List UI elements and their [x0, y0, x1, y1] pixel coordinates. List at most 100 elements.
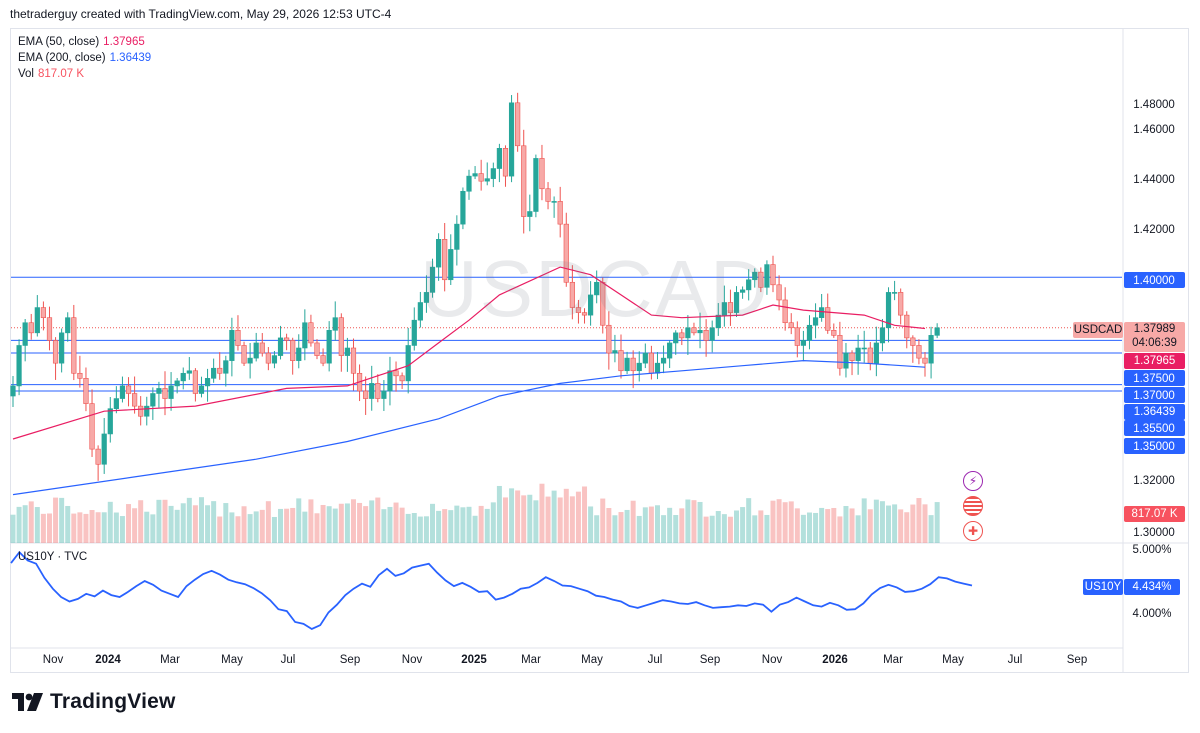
countdown-value: 04:06:39: [1132, 337, 1177, 349]
candle-body-31: [198, 385, 205, 394]
volume-bar-96: [594, 515, 600, 543]
volume-bar-14: [95, 512, 101, 543]
candle-body-107: [660, 357, 667, 364]
volume-bar-150: [922, 504, 928, 543]
volume-bar-2: [22, 505, 28, 543]
ema50-line: [12, 266, 926, 440]
volume-bar-46: [290, 507, 296, 543]
volume-bar-11: [77, 512, 83, 543]
time-tick-4: Jul: [281, 654, 296, 666]
price-line-tag-bg-6: [1124, 387, 1185, 403]
volume-bar-37: [235, 516, 241, 543]
chart-credit: thetraderguy created with TradingView.co…: [10, 7, 392, 21]
volume-bar-85: [527, 494, 533, 543]
candle-body-96: [594, 281, 600, 296]
volume-bar-44: [278, 508, 284, 543]
volume-bar-118: [727, 516, 733, 543]
indicator-title[interactable]: US10Y · TVC: [18, 551, 88, 563]
volume-bar-75: [466, 506, 472, 543]
volume-bar-122: [752, 515, 758, 543]
volume-bar-71: [442, 509, 448, 543]
candle-body-50: [314, 342, 320, 356]
last-price-value: 1.37989: [1133, 323, 1176, 335]
candle-body-4: [34, 307, 40, 334]
volume-bar-15: [101, 512, 107, 543]
volume-bar-74: [460, 507, 466, 543]
candle-body-112: [691, 327, 697, 334]
brand-name: TradingView: [50, 690, 176, 713]
volume-bar-30: [192, 505, 198, 543]
legend-ema50[interactable]: EMA (50, close) 1.37965: [18, 35, 145, 50]
volume-bar-31: [198, 497, 204, 543]
volume-bar-1: [16, 506, 22, 543]
candle-body-66: [411, 319, 417, 346]
volume-bar-6: [46, 513, 52, 543]
volume-bar-92: [569, 496, 575, 543]
time-tick-1: 2024: [95, 654, 121, 666]
candle-body-103: [636, 362, 642, 372]
volume-bar-8: [59, 497, 65, 543]
price-tick-7: 1.35500: [1133, 423, 1175, 435]
symbol-watermark: USDCAD: [420, 244, 770, 333]
symbol-price-tag: USDCAD: [1073, 322, 1123, 338]
us-flag-icon[interactable]: [963, 496, 983, 516]
volume-bar-123: [758, 510, 764, 543]
lightning-icon[interactable]: ⚡: [963, 471, 983, 491]
canada-flag-icon[interactable]: ✚: [963, 521, 983, 541]
time-tick-13: 2026: [822, 654, 848, 666]
legend-ema50-label: EMA (50, close): [18, 36, 100, 48]
candle-body-30: [192, 370, 199, 394]
candle-body-142: [873, 342, 879, 364]
us10y-tick-0: 5.000%: [1132, 544, 1171, 556]
candle-body-10: [71, 317, 77, 374]
volume-bar-152: [934, 502, 940, 543]
price-tick-2: 1.44000: [1133, 174, 1175, 186]
us10y-value-tag: 4.434%: [1124, 579, 1180, 595]
time-tick-0: Nov: [43, 654, 64, 666]
volume-bar-143: [879, 501, 885, 543]
time-tick-12: Nov: [762, 654, 783, 666]
candle-body-152: [934, 327, 940, 336]
candle-body-34: [217, 367, 223, 374]
legend-ema200[interactable]: EMA (200, close) 1.36439: [18, 51, 151, 66]
time-tick-14: Mar: [883, 654, 903, 666]
price-tick-1: 1.46000: [1133, 124, 1175, 136]
volume-bar-127: [782, 502, 788, 543]
volume-bar-27: [174, 509, 180, 543]
volume-bar-124: [764, 514, 770, 543]
volume-bar-50: [314, 513, 320, 543]
volume-bar-126: [776, 499, 782, 543]
candle-body-8: [59, 332, 65, 364]
time-tick-10: Jul: [648, 654, 663, 666]
candle-body-46: [290, 340, 296, 361]
legend-volume[interactable]: Vol 817.07 K: [18, 67, 84, 82]
volume-bar-116: [715, 511, 721, 543]
volume-bar-137: [843, 506, 849, 543]
candle-body-0: [10, 385, 16, 397]
candle-body-84: [521, 145, 527, 217]
volume-bar-133: [819, 507, 825, 543]
candle-body-119: [733, 292, 740, 313]
price-tick-4: 1.40000: [1133, 275, 1175, 287]
price-tick-10: 1.30000: [1133, 527, 1175, 539]
price-tick-5: 1.37500: [1133, 373, 1175, 385]
candle-body-52: [326, 330, 332, 364]
candle-body-11: [77, 372, 83, 379]
volume-bar-90: [557, 497, 563, 543]
candle-body-111: [685, 327, 691, 339]
tradingview-logo[interactable]: TradingView: [12, 690, 176, 714]
candle-body-76: [472, 173, 478, 177]
volume-bar-138: [849, 508, 855, 543]
volume-bar-145: [892, 504, 898, 543]
candle-body-17: [113, 398, 119, 409]
volume-bar-9: [65, 505, 71, 543]
candle-body-99: [612, 350, 618, 354]
volume-bar-21: [138, 500, 144, 543]
volume-bar-148: [910, 504, 916, 543]
volume-bar-151: [928, 515, 934, 543]
volume-bar-35: [223, 503, 229, 543]
candle-body-47: [296, 347, 302, 361]
volume-bar-114: [703, 516, 709, 543]
volume-bar-106: [654, 505, 660, 543]
